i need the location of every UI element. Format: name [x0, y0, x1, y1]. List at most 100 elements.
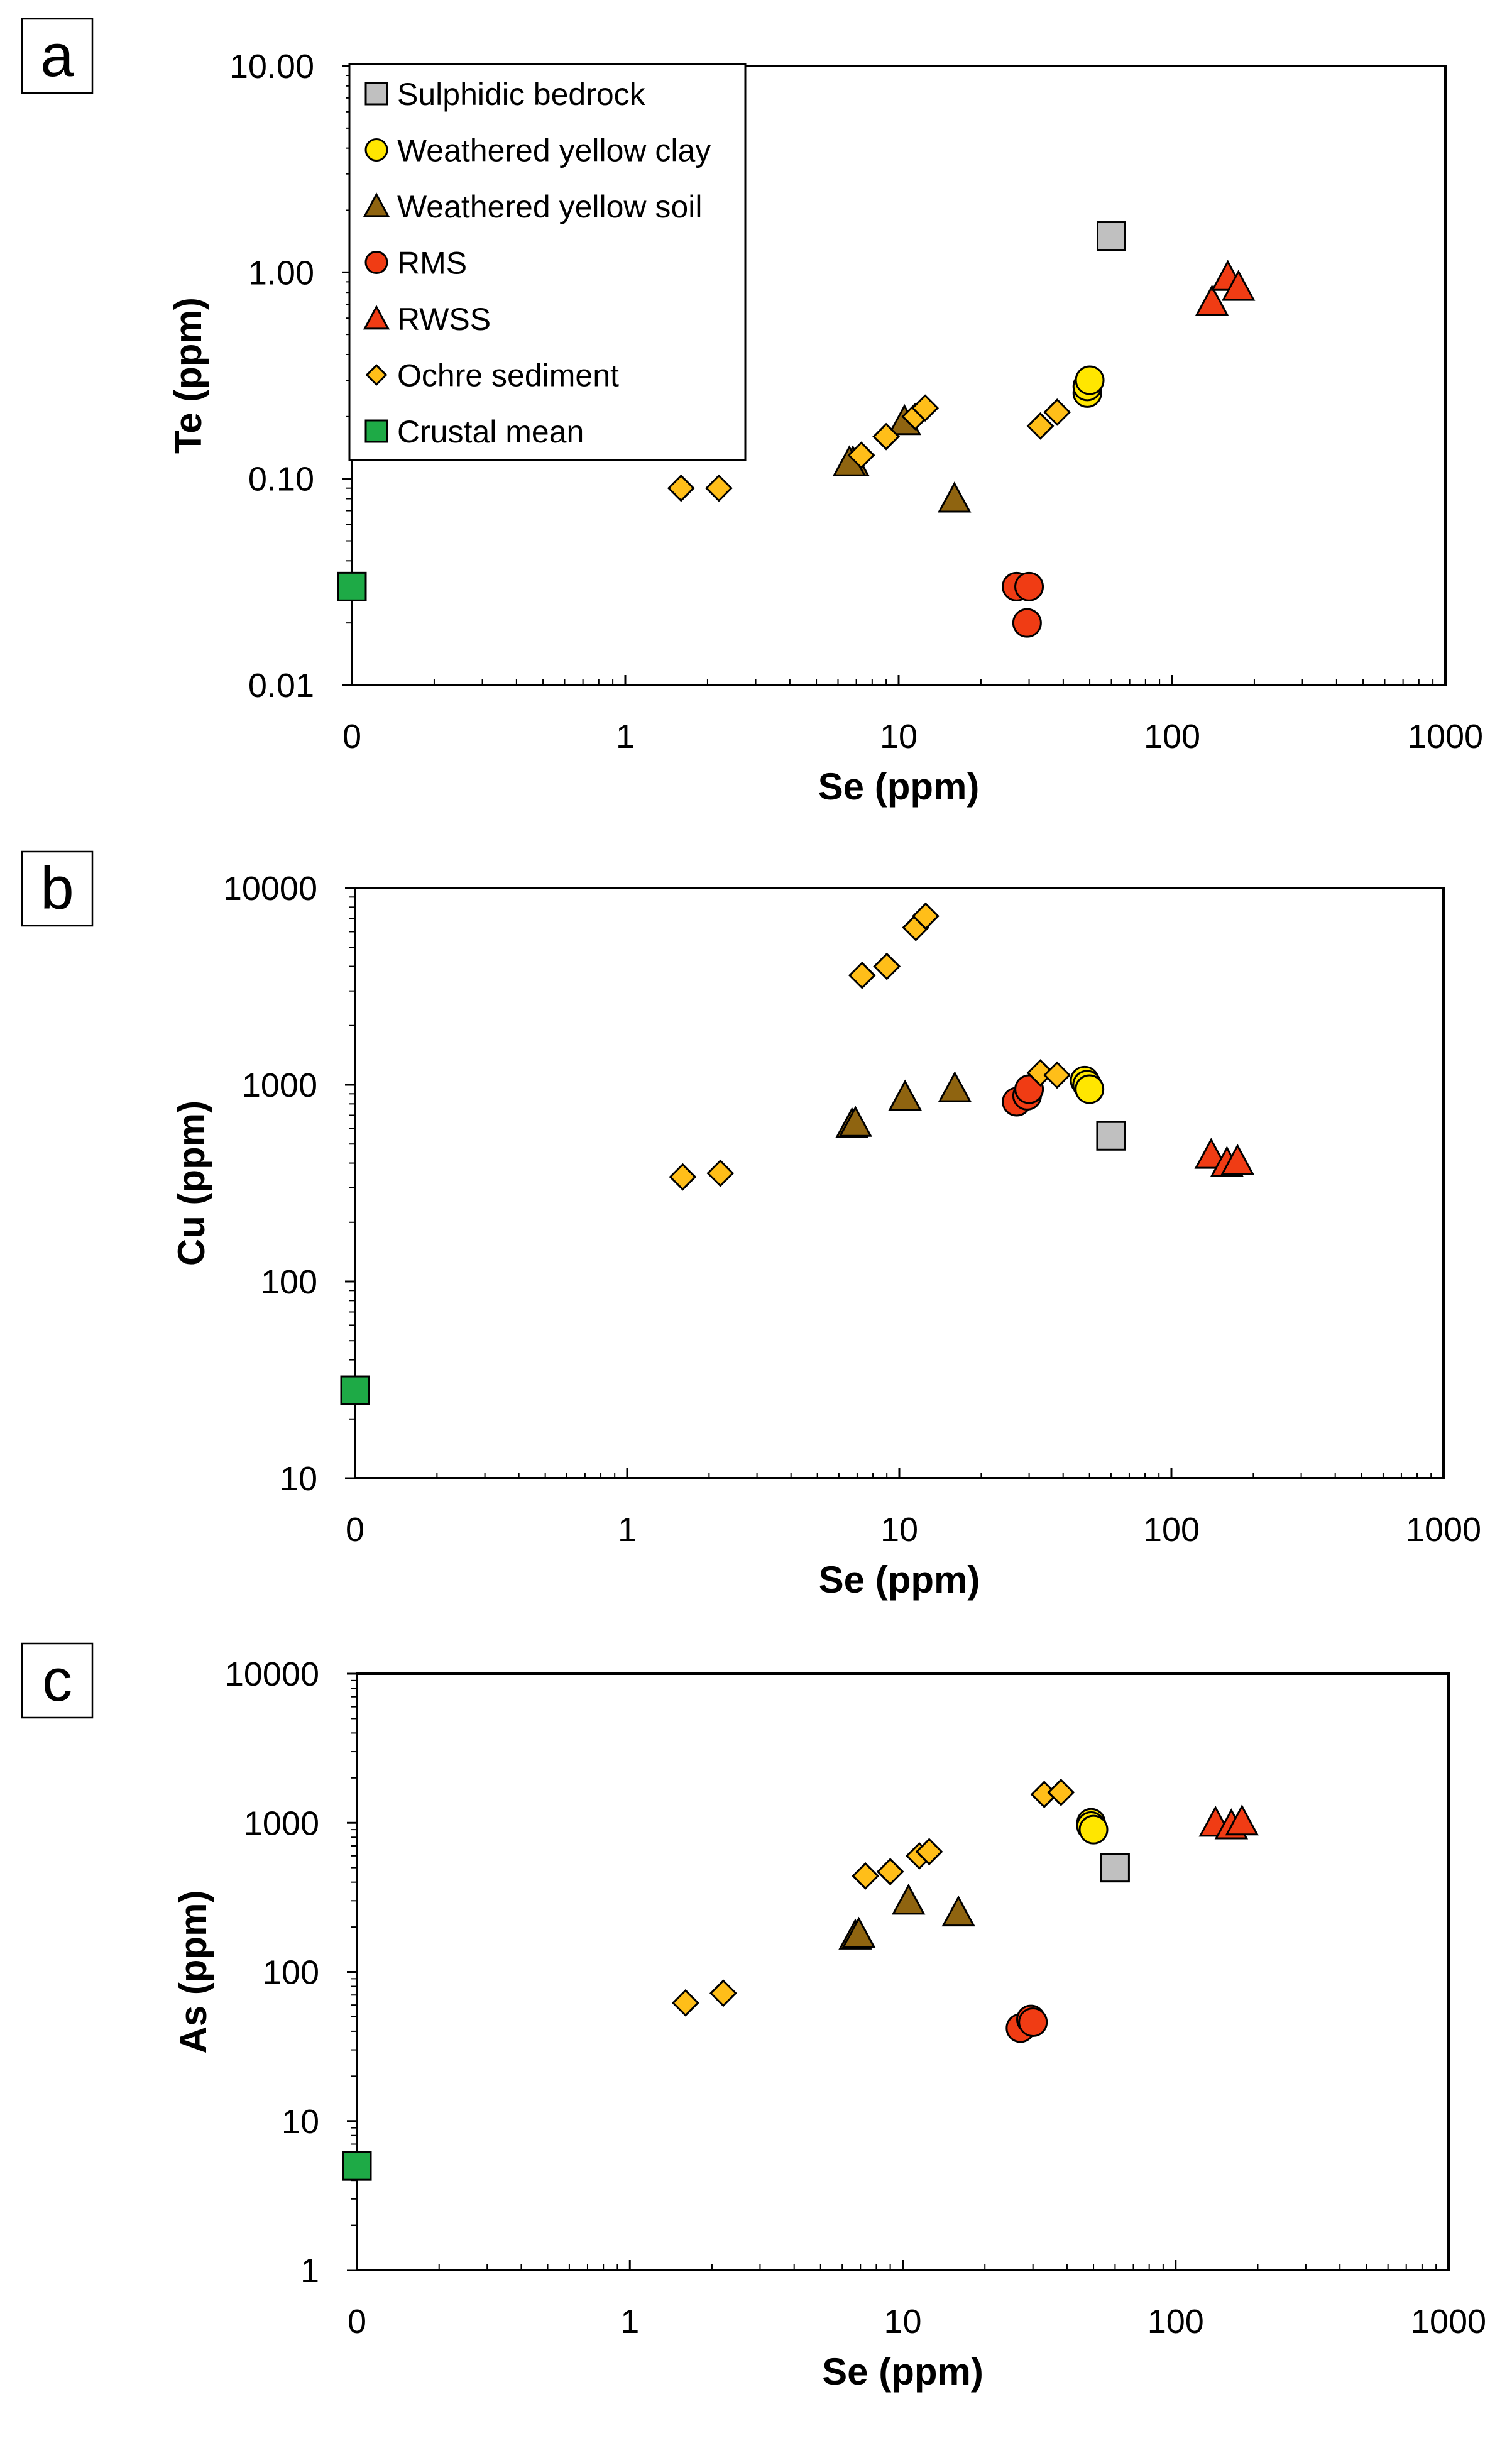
x-tick-label: 100 — [1144, 718, 1200, 755]
legend-marker-crustal-mean — [364, 419, 388, 443]
x-tick-label: 100 — [1143, 1511, 1200, 1549]
legend-marker-rwss — [363, 305, 390, 330]
x-tick-label: 1000 — [1411, 2303, 1486, 2341]
point-weathered-yellow-soil — [938, 1071, 972, 1102]
x-tick-label: 0 — [342, 718, 361, 755]
plot-frame — [354, 887, 1445, 1479]
x-tick-label: 1 — [616, 718, 635, 755]
x-tick-label: 10 — [880, 718, 918, 755]
point-rms — [1012, 608, 1042, 638]
point-crustal-mean — [340, 1375, 370, 1405]
point-ochre-sediment — [669, 1163, 697, 1191]
legend-label-sulphidic-bedrock: Sulphidic bedrock — [397, 77, 646, 112]
legend-label-crustal-mean: Crustal mean — [397, 414, 584, 449]
point-ochre-sediment — [912, 902, 940, 930]
panel-a-letter-box — [21, 18, 94, 94]
legend-box — [348, 63, 747, 461]
point-rms — [1018, 2007, 1048, 2038]
y-tick-label: 10 — [280, 1460, 317, 1498]
point-weathered-yellow-clay — [1078, 1814, 1109, 1845]
legend-marker-sulphidic-bedrock — [364, 82, 388, 106]
point-ochre-sediment — [847, 441, 875, 469]
point-weathered-yellow-clay — [1075, 365, 1105, 395]
legend-marker-rms — [364, 251, 388, 274]
y-tick-label: 1 — [300, 2252, 319, 2290]
y-tick-label: 1000 — [244, 1804, 319, 1842]
point-ochre-sediment — [911, 394, 940, 422]
legend-label-weathered-yellow-soil: Weathered yellow soil — [397, 189, 702, 224]
point-weathered-yellow-soil — [888, 1079, 922, 1111]
y-tick-label: 100 — [261, 1263, 317, 1301]
panel-c-letter-box — [21, 1642, 94, 1719]
point-ochre-sediment — [873, 952, 901, 980]
legend-marker-weathered-yellow-clay — [364, 138, 388, 162]
point-ochre-sediment — [876, 1858, 904, 1885]
panel-a-letter: a — [40, 22, 74, 89]
point-ochre-sediment — [706, 1159, 735, 1187]
point-ochre-sediment — [1047, 1778, 1075, 1806]
point-rwss — [1222, 270, 1256, 301]
panel-b-letter-box — [21, 850, 94, 927]
point-weathered-yellow-clay — [1075, 1074, 1105, 1104]
plot-b: 10 100 1000 10000 0 1 10 100 1000 Se (ppm) Cu (ppm… — [170, 870, 1481, 1601]
x-axis-title: Se (ppm) — [818, 766, 980, 808]
x-tick-label: 0 — [348, 2303, 366, 2341]
point-ochre-sediment — [671, 1989, 699, 2017]
y-tick-label: 0.10 — [248, 461, 314, 498]
panel-b-letter: b — [40, 855, 74, 922]
point-rwss — [1220, 1143, 1254, 1175]
panel-c-letter: c — [42, 1647, 72, 1714]
y-axis-title: Te (ppm) — [167, 297, 209, 454]
point-crustal-mean — [342, 2151, 372, 2181]
point-ochre-sediment — [1043, 398, 1071, 426]
x-tick-label: 1000 — [1406, 1511, 1481, 1549]
legend-marker-weathered-yellow-soil — [363, 192, 390, 217]
point-rms — [1014, 571, 1044, 601]
point-weathered-yellow-soil — [891, 1883, 926, 1915]
point-ochre-sediment — [915, 1838, 943, 1866]
point-weathered-yellow-soil — [938, 481, 972, 513]
x-tick-label: 1 — [618, 1511, 637, 1549]
y-axis-title: As (ppm) — [172, 1891, 214, 2054]
legend-label-rwss: RWSS — [397, 302, 491, 337]
y-axis-title: Cu (ppm) — [170, 1101, 212, 1266]
x-tick-label: 10 — [884, 2303, 921, 2341]
point-ochre-sediment — [1026, 1059, 1055, 1087]
point-crustal-mean — [337, 571, 367, 601]
point-ochre-sediment — [1026, 412, 1055, 440]
point-sulphidic-bedrock — [1096, 221, 1126, 251]
point-sulphidic-bedrock — [1096, 1121, 1126, 1151]
plot-a: 0.01 0.10 1.00 10.00 0 1 10 100 1000 Se (ppm) Te (… — [167, 48, 1483, 808]
point-rwss — [1194, 1138, 1228, 1169]
panel-a: a 0.01 0.10 1.00 10.00 0 1 10 100 1000 Se (ppm) Te… — [21, 18, 1483, 808]
y-tick-label: 1000 — [242, 1067, 317, 1104]
point-ochre-sediment — [667, 474, 695, 502]
point-ochre-sediment — [872, 422, 901, 451]
x-tick-label: 1000 — [1408, 718, 1483, 755]
legend-label-ochre-sediment: Ochre sediment — [397, 358, 619, 393]
y-tick-label: 10000 — [223, 870, 317, 908]
point-ochre-sediment — [1043, 1061, 1071, 1089]
y-tick-label: 0.01 — [248, 667, 314, 705]
x-tick-label: 10 — [880, 1511, 918, 1549]
x-tick-label: 1 — [620, 2303, 639, 2341]
point-rwss — [1225, 1804, 1259, 1836]
x-axis-title: Se (ppm) — [822, 2351, 983, 2393]
legend-label-weathered-yellow-clay: Weathered yellow clay — [397, 133, 711, 168]
y-tick-label: 10.00 — [229, 48, 314, 85]
point-sulphidic-bedrock — [1100, 1853, 1130, 1883]
point-ochre-sediment — [852, 1862, 880, 1890]
legend-label-rms: RMS — [397, 246, 467, 281]
point-ochre-sediment — [705, 474, 733, 502]
point-weathered-yellow-soil — [838, 1106, 872, 1137]
y-tick-label: 10 — [282, 2103, 319, 2141]
point-weathered-yellow-soil — [841, 1916, 876, 1948]
point-weathered-yellow-soil — [941, 1895, 975, 1927]
point-ochre-sediment — [709, 1979, 737, 2007]
legend-marker-ochre-sediment — [365, 364, 388, 386]
x-tick-label: 100 — [1148, 2303, 1204, 2341]
y-tick-label: 1.00 — [248, 254, 314, 292]
x-tick-label: 0 — [346, 1511, 364, 1549]
